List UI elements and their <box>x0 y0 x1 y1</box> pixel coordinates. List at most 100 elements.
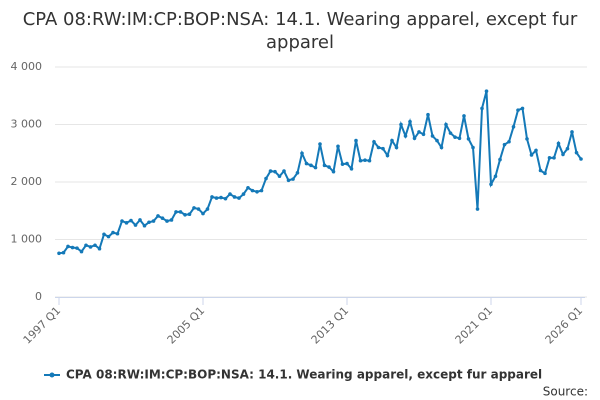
data-point <box>525 137 529 141</box>
data-point <box>556 141 561 146</box>
data-point <box>502 142 507 147</box>
data-point <box>282 169 286 173</box>
data-point <box>300 151 304 156</box>
data-point <box>534 148 538 153</box>
data-point <box>399 122 403 127</box>
data-point <box>547 156 552 160</box>
data-point <box>75 246 79 250</box>
data-point <box>318 142 322 146</box>
data-point <box>408 119 412 124</box>
data-point <box>228 192 232 196</box>
data-point <box>498 157 502 162</box>
data-point <box>264 176 268 181</box>
data-point <box>232 195 237 199</box>
data-point <box>165 219 169 223</box>
x-tick-label: 2005 Q1 <box>165 304 208 347</box>
data-point <box>88 245 93 249</box>
data-point <box>133 223 138 227</box>
data-point <box>237 196 241 200</box>
data-point <box>187 212 192 216</box>
data-point <box>223 196 228 201</box>
data-point <box>403 134 408 138</box>
y-tick-label: 1 000 <box>11 233 43 246</box>
data-point <box>291 177 295 181</box>
data-point <box>552 156 556 160</box>
legend-label: CPA 08:RW:IM:CP:BOP:NSA: 14.1. Wearing a… <box>66 368 542 382</box>
data-point <box>79 249 84 254</box>
y-tick-label: 3 000 <box>11 118 43 131</box>
data-point <box>471 145 475 150</box>
data-point <box>417 130 421 134</box>
data-point <box>475 207 480 211</box>
data-point <box>93 243 97 248</box>
data-point <box>381 146 385 151</box>
data-point <box>327 165 331 169</box>
data-point <box>183 212 187 217</box>
data-point <box>448 131 453 135</box>
data-point <box>84 243 88 248</box>
data-point <box>345 161 349 166</box>
data-point <box>394 145 399 150</box>
data-point <box>205 207 210 211</box>
data-point <box>444 122 448 127</box>
data-point <box>147 220 151 225</box>
data-point <box>174 210 178 214</box>
data-point <box>412 136 417 141</box>
data-point <box>246 185 250 190</box>
data-point <box>66 244 70 249</box>
data-point <box>151 219 156 223</box>
data-point <box>219 195 223 200</box>
data-point <box>214 196 219 200</box>
data-point <box>124 221 129 225</box>
data-point <box>57 251 61 256</box>
data-point <box>453 135 457 139</box>
data-point <box>529 153 534 157</box>
data-point <box>574 150 579 155</box>
data-point <box>349 166 354 171</box>
y-tick-label: 4 000 <box>11 60 43 73</box>
data-point <box>120 219 124 223</box>
data-point <box>309 163 313 168</box>
data-point <box>322 163 327 168</box>
data-point <box>561 152 565 157</box>
y-tick-label: 0 <box>35 290 42 303</box>
x-tick-label: 2021 Q1 <box>453 304 496 347</box>
data-point <box>462 114 466 118</box>
data-point <box>421 132 426 137</box>
y-tick-label: 2 000 <box>11 175 43 188</box>
data-point <box>430 134 435 138</box>
data-point <box>426 112 430 117</box>
data-point <box>160 216 165 221</box>
data-point <box>255 189 259 194</box>
data-point <box>178 210 183 214</box>
data-point <box>358 158 363 163</box>
data-point <box>565 146 570 151</box>
data-point <box>340 162 345 166</box>
data-point <box>286 178 291 183</box>
data-point <box>138 218 142 222</box>
data-point <box>115 231 120 236</box>
data-point <box>192 206 196 210</box>
data-point <box>304 161 309 166</box>
data-point <box>331 169 336 174</box>
data-point <box>507 139 511 144</box>
x-tick-label: 2013 Q1 <box>309 304 352 347</box>
data-point <box>268 169 273 173</box>
data-point <box>169 218 174 222</box>
data-point <box>435 138 439 143</box>
data-point <box>129 218 133 223</box>
source: Source: <box>543 385 588 399</box>
data-point <box>372 139 376 144</box>
data-point <box>201 211 205 216</box>
data-point <box>336 144 340 149</box>
data-point <box>156 214 160 218</box>
data-point <box>385 153 390 158</box>
data-point <box>457 136 462 141</box>
data-point <box>367 158 372 163</box>
x-tick-label: 2026 Q1 <box>543 304 586 347</box>
data-point <box>484 89 489 93</box>
data-point <box>511 125 516 129</box>
data-point <box>241 192 246 196</box>
